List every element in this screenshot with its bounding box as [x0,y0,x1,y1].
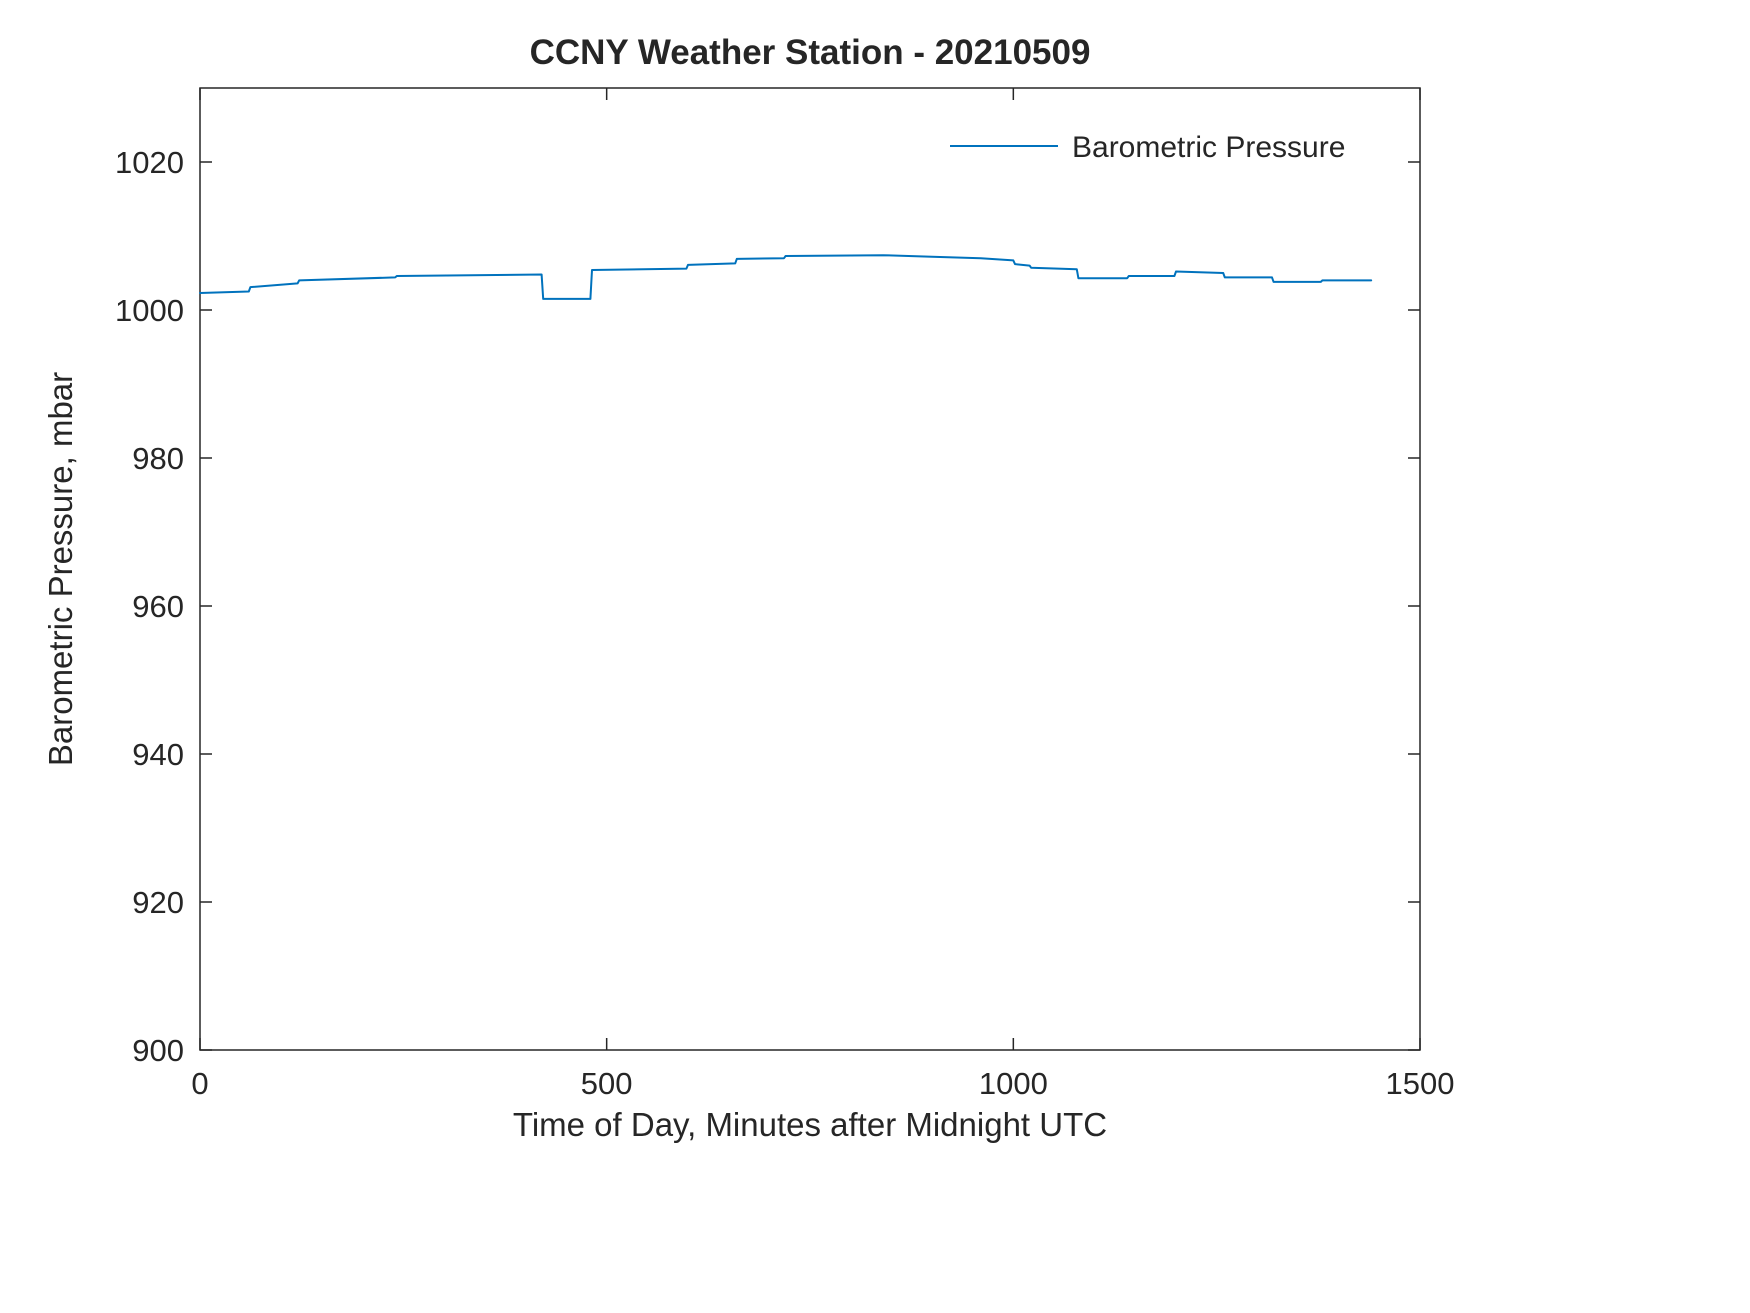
series-polyline [199,254,1373,300]
y-tick-label: 1020 [115,145,184,180]
y-tick-label: 960 [132,589,184,624]
x-axis-label: Time of Day, Minutes after Midnight UTC [513,1106,1107,1143]
x-tick-label: 1000 [979,1066,1048,1101]
pressure-line-series [199,254,1373,300]
axis-tick-labels: 0 500 1000 1500 900 920 940 960 980 1000 1020 [115,145,1454,1101]
chart-title: CCNY Weather Station - 20210509 [530,33,1091,72]
x-tick-label: 0 [191,1066,208,1101]
plot-border [199,87,1421,1051]
legend: Barometric Pressure [950,131,1345,164]
y-tick-label: 980 [132,441,184,476]
axis-ticks [199,88,1421,1051]
x-tick-label: 1500 [1386,1066,1455,1101]
y-tick-label: 920 [132,885,184,920]
y-axis-label: Barometric Pressure, mbar [42,372,79,766]
y-tick-label: 1000 [115,293,184,328]
y-tick-label: 900 [132,1033,184,1068]
y-tick-label: 940 [132,737,184,772]
legend-entry-label: Barometric Pressure [1072,131,1345,164]
x-tick-label: 500 [581,1066,633,1101]
